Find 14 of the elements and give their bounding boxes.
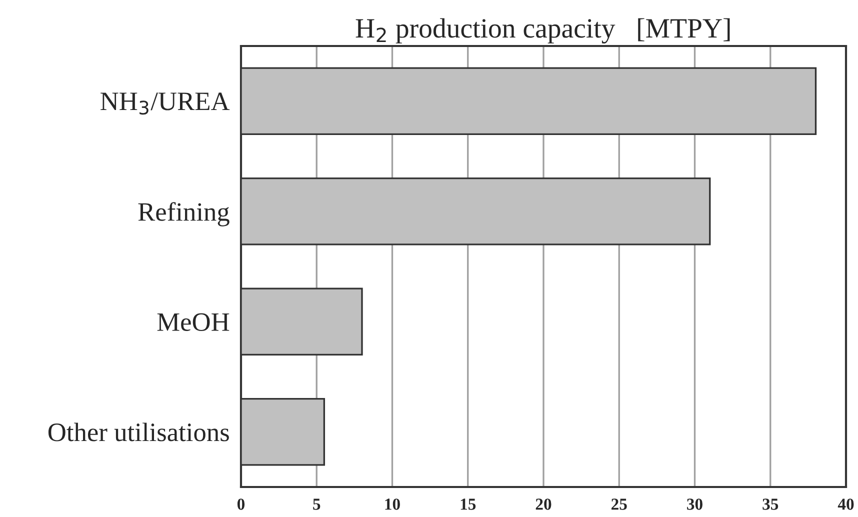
x-tick-label: 15: [460, 498, 476, 510]
chart-title: H$_{2}$ production capacity [MTPY]: [356, 18, 730, 44]
y-tick-label: Other utilisations: [48, 422, 229, 442]
x-tick-label: 25: [611, 498, 627, 510]
x-tick-label: 40: [838, 498, 854, 510]
x-tick-label: 35: [762, 498, 778, 510]
y-tick-label: Refining: [138, 202, 230, 226]
x-tick-label: 0: [237, 498, 245, 510]
x-tick-label: 20: [536, 498, 552, 510]
y-tick-label: MeOH: [157, 313, 230, 332]
x-tick-label: 5: [313, 498, 320, 510]
x-tick-label: 10: [385, 498, 400, 510]
y-tick-label: NH$_{3}$/UREA: [100, 92, 230, 115]
x-tick-label: 30: [687, 498, 702, 510]
